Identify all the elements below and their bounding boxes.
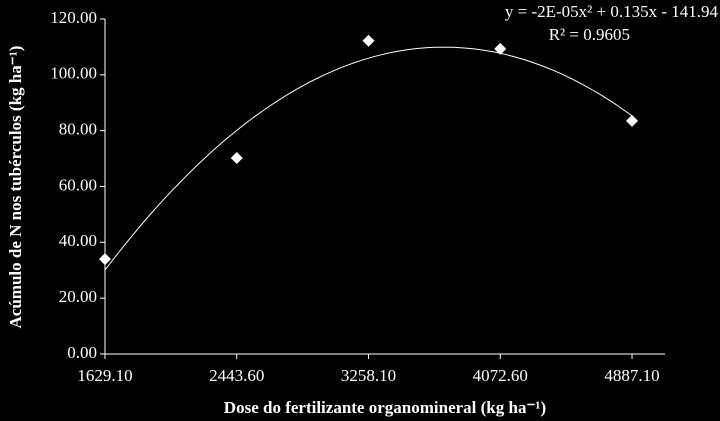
point: [230, 152, 243, 165]
x-tick-label: 4072.60: [473, 366, 528, 385]
r-squared: R² = 0.9605: [549, 25, 630, 44]
point: [362, 34, 375, 47]
x-tick-label: 3258.10: [341, 366, 396, 385]
x-tick-label: 2443.60: [209, 366, 264, 385]
y-tick-label: 20.00: [59, 287, 97, 306]
x-tick-label: 1629.10: [77, 366, 132, 385]
y-tick-label: 60.00: [59, 175, 97, 194]
x-axis-title: Dose do fertilizante organomineral (kg h…: [224, 398, 546, 417]
y-tick-label: 0.00: [67, 343, 97, 362]
x-tick-label: 4887.10: [604, 366, 659, 385]
equation: y = -2E-05x² + 0.135x - 141.94: [505, 2, 719, 21]
point: [494, 42, 507, 55]
point: [99, 253, 111, 266]
trendline: [104, 46, 633, 271]
y-tick-label: 100.00: [50, 64, 97, 83]
y-axis-title: Acúmulo de N nos tubérculos (kg ha⁻¹): [6, 46, 25, 329]
y-tick-label: 120.00: [50, 8, 97, 27]
y-tick-label: 40.00: [59, 231, 97, 250]
point: [626, 114, 639, 127]
y-tick-label: 80.00: [59, 120, 97, 139]
